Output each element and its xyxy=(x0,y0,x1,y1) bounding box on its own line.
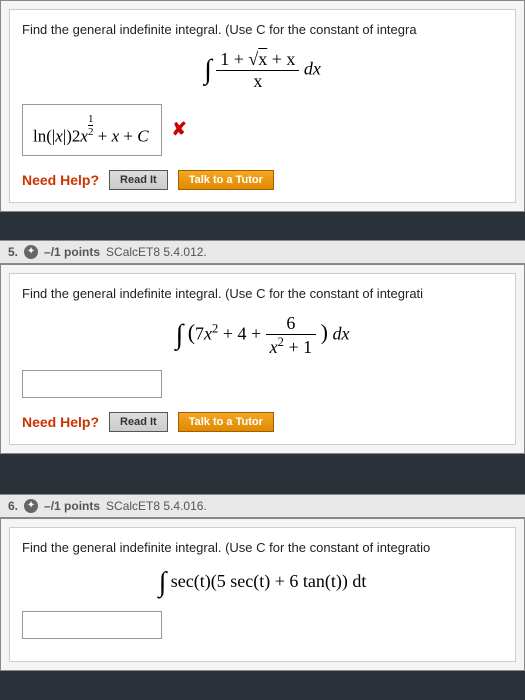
q6-answer-row xyxy=(22,611,503,639)
question-4-panel: Find the general indefinite integral. (U… xyxy=(0,0,525,212)
talk-tutor-button[interactable]: Talk to a Tutor xyxy=(178,412,274,432)
q6-integral: ∫ sec(t)(5 sec(t) + 6 tan(t)) dt xyxy=(22,567,503,599)
question-5-panel: Find the general indefinite integral. (U… xyxy=(0,264,525,454)
q5-number: 5. xyxy=(8,245,18,259)
gap xyxy=(0,212,525,240)
need-help-label: Need Help? xyxy=(22,172,99,188)
question-6-panel: Find the general indefinite integral. (U… xyxy=(0,518,525,671)
gap xyxy=(0,454,525,494)
q5-prompt: Find the general indefinite integral. (U… xyxy=(22,286,503,301)
q5-answer-row xyxy=(22,370,503,398)
q4-answer-row: ln(|x|)2x12 + x + C ✘ xyxy=(22,104,503,156)
q4-integral: ∫ 1 + √x + x x dx xyxy=(22,49,503,92)
question-6-header: 6. ✦ –/1 points SCalcET8 5.4.016. xyxy=(0,494,525,518)
q5-integral: ∫ (7x2 + 4 + 6 x2 + 1 ) dx xyxy=(22,313,503,358)
q6-points: –/1 points xyxy=(44,499,100,513)
target-icon[interactable]: ✦ xyxy=(24,499,38,513)
read-it-button[interactable]: Read It xyxy=(109,412,168,432)
q4-help-row: Need Help? Read It Talk to a Tutor xyxy=(22,170,503,190)
question-5-content: Find the general indefinite integral. (U… xyxy=(9,273,516,445)
question-5-header: 5. ✦ –/1 points SCalcET8 5.4.012. xyxy=(0,240,525,264)
q5-answer-box[interactable] xyxy=(22,370,162,398)
need-help-label: Need Help? xyxy=(22,414,99,430)
q6-answer-box[interactable] xyxy=(22,611,162,639)
q6-number: 6. xyxy=(8,499,18,513)
q6-prompt: Find the general indefinite integral. (U… xyxy=(22,540,503,555)
q6-integral-text: sec(t)(5 sec(t) + 6 tan(t)) dt xyxy=(171,571,367,591)
target-icon[interactable]: ✦ xyxy=(24,245,38,259)
q5-points: –/1 points xyxy=(44,245,100,259)
wrong-icon: ✘ xyxy=(172,119,187,139)
q4-answer-box[interactable]: ln(|x|)2x12 + x + C xyxy=(22,104,162,156)
q5-source: SCalcET8 5.4.012. xyxy=(106,245,207,259)
q6-source: SCalcET8 5.4.016. xyxy=(106,499,207,513)
q5-help-row: Need Help? Read It Talk to a Tutor xyxy=(22,412,503,432)
talk-tutor-button[interactable]: Talk to a Tutor xyxy=(178,170,274,190)
question-4-content: Find the general indefinite integral. (U… xyxy=(9,9,516,203)
q4-prompt: Find the general indefinite integral. (U… xyxy=(22,22,503,37)
read-it-button[interactable]: Read It xyxy=(109,170,168,190)
question-6-content: Find the general indefinite integral. (U… xyxy=(9,527,516,662)
